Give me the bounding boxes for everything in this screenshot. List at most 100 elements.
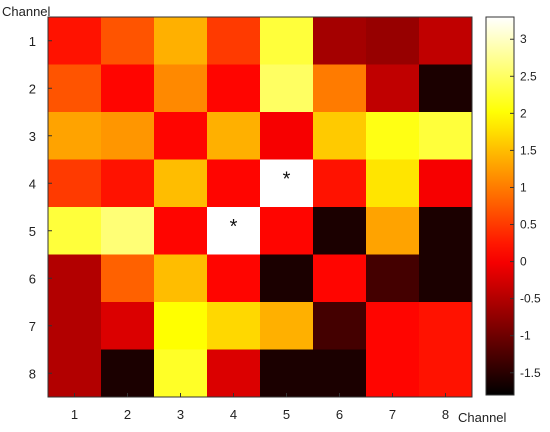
x-tick-label: 3 <box>177 407 184 422</box>
y-tick-label: 5 <box>29 224 36 239</box>
heatmap-cell-r2-c6 <box>313 64 367 113</box>
heatmap-cell-r3-c8 <box>419 112 473 160</box>
y-tick-label: 2 <box>29 81 36 96</box>
heatmap-cell-r7-c8 <box>419 302 473 350</box>
colorbar-tick-label: 1.5 <box>520 143 537 157</box>
asterisk-marker: * <box>283 168 291 190</box>
heatmap-cell-r7-c4 <box>207 302 261 350</box>
heatmap-cell-r5-c1 <box>48 207 102 255</box>
y-tick-labels: 1 2 3 4 5 6 7 8 <box>29 34 52 381</box>
heatmap-cell-r2-c4 <box>207 64 261 113</box>
heatmap-cell-r6-c6 <box>313 254 367 303</box>
colorbar-tick-label: 0.5 <box>520 218 537 232</box>
heatmap-cell-r2-c8 <box>419 64 473 113</box>
colorbar-frame <box>485 16 515 396</box>
colorbar-tick-label: 2 <box>520 106 527 120</box>
heatmap-cell-r8-c7 <box>366 349 420 398</box>
heatmap-cell-r5-c2 <box>101 207 155 255</box>
colorbar-tick-label: 2.5 <box>520 69 537 83</box>
heatmap-cell-r1-c5 <box>260 17 314 65</box>
heatmap-cell-r2-c3 <box>154 64 208 113</box>
colorbar-tick-label: 0 <box>520 255 527 269</box>
heatmap-cell-r3-c6 <box>313 112 367 160</box>
y-tick-label: 1 <box>29 34 36 49</box>
heatmap-cell-r8-c2 <box>101 349 155 398</box>
heatmap-cell-r5-c7 <box>366 207 420 255</box>
heatmap-cell-r8-c6 <box>313 349 367 398</box>
heatmap-cell-r4-c2 <box>101 159 155 208</box>
x-tick-label: 7 <box>389 407 396 422</box>
heatmap-cell-r3-c3 <box>154 112 208 160</box>
heatmap-cell-r8-c4 <box>207 349 261 398</box>
heatmap-cell-r7-c7 <box>366 302 420 350</box>
heatmap-cell-r8-c8 <box>419 349 473 398</box>
heatmap-cell-r2-c7 <box>366 64 420 113</box>
heatmap-cell-r6-c2 <box>101 254 155 303</box>
heatmap-cell-r1-c7 <box>366 17 420 65</box>
colorbar-tick-label: -1.5 <box>520 366 541 380</box>
colorbar-tick-label: -1 <box>520 329 531 343</box>
heatmap-cell-r7-c3 <box>154 302 208 350</box>
x-tick-label: 5 <box>283 407 290 422</box>
heatmap-cell-r7-c1 <box>48 302 102 350</box>
heatmap-cell-r4-c1 <box>48 159 102 208</box>
heatmap-cell-r6-c1 <box>48 254 102 303</box>
heatmap-cell-r4-c3 <box>154 159 208 208</box>
heatmap-cell-r6-c4 <box>207 254 261 303</box>
heatmap-cell-r4-c5 <box>260 159 314 208</box>
x-tick-label: 8 <box>442 407 449 422</box>
asterisk-marker: * <box>230 216 238 238</box>
colorbar: 3 2.5 2 1.5 1 0.5 0 -0.5 -1 -1.5 <box>485 16 541 396</box>
heatmap-cell-r5-c5 <box>260 207 314 255</box>
heatmap-cell-r2-c1 <box>48 64 102 113</box>
colorbar-tick-label: 1 <box>520 180 527 194</box>
heatmap-cell-r4-c6 <box>313 159 367 208</box>
heatmap-cell-r1-c1 <box>48 17 102 65</box>
heatmap-cell-r3-c4 <box>207 112 261 160</box>
heatmap-cell-r1-c3 <box>154 17 208 65</box>
significance-markers: ** <box>230 168 291 238</box>
y-tick-label: 8 <box>29 366 36 381</box>
heatmap-cell-r8-c5 <box>260 349 314 398</box>
x-tick-label: 1 <box>71 407 78 422</box>
heatmap-cell-r1-c8 <box>419 17 473 65</box>
heatmap-cell-r6-c7 <box>366 254 420 303</box>
x-tick-labels: 1 2 3 4 5 6 7 8 <box>71 393 449 422</box>
heatmap-cell-r1-c6 <box>313 17 367 65</box>
heatmap-cell-r8-c3 <box>154 349 208 398</box>
colorbar-tick-label: -0.5 <box>520 292 541 306</box>
heatmap-cell-r1-c4 <box>207 17 261 65</box>
y-tick-label: 7 <box>29 319 36 334</box>
heatmap-cells <box>48 17 473 398</box>
heatmap-cell-r8-c1 <box>48 349 102 398</box>
heatmap-cell-r7-c2 <box>101 302 155 350</box>
colorbar-tick-label: 3 <box>520 32 527 46</box>
heatmap-cell-r3-c5 <box>260 112 314 160</box>
plot-frame <box>47 16 473 398</box>
heatmap-cell-r1-c2 <box>101 17 155 65</box>
colorbar-gradient <box>486 17 514 395</box>
heatmap-cell-r6-c3 <box>154 254 208 303</box>
y-axis-title: Channel <box>2 4 51 19</box>
heatmap-cell-r3-c2 <box>101 112 155 160</box>
heatmap-cell-r4-c4 <box>207 159 261 208</box>
x-tick-label: 2 <box>124 407 131 422</box>
heatmap-cell-r5-c8 <box>419 207 473 255</box>
y-tick-label: 6 <box>29 271 36 286</box>
y-tick-label: 3 <box>29 129 36 144</box>
heatmap-cell-r7-c6 <box>313 302 367 350</box>
y-tick-label: 4 <box>29 176 36 191</box>
heatmap-cell-r4-c7 <box>366 159 420 208</box>
x-tick-label: 6 <box>336 407 343 422</box>
heatmap-cell-r2-c2 <box>101 64 155 113</box>
heatmap-cell-r3-c1 <box>48 112 102 160</box>
heatmap-cell-r5-c3 <box>154 207 208 255</box>
heatmap-cell-r4-c8 <box>419 159 473 208</box>
heatmap-cell-r7-c5 <box>260 302 314 350</box>
heatmap-cell-r6-c5 <box>260 254 314 303</box>
x-tick-label: 4 <box>230 407 237 422</box>
heatmap-cell-r3-c7 <box>366 112 420 160</box>
heatmap-cell-r5-c4 <box>207 207 261 255</box>
x-axis-title: Channel <box>458 410 507 425</box>
